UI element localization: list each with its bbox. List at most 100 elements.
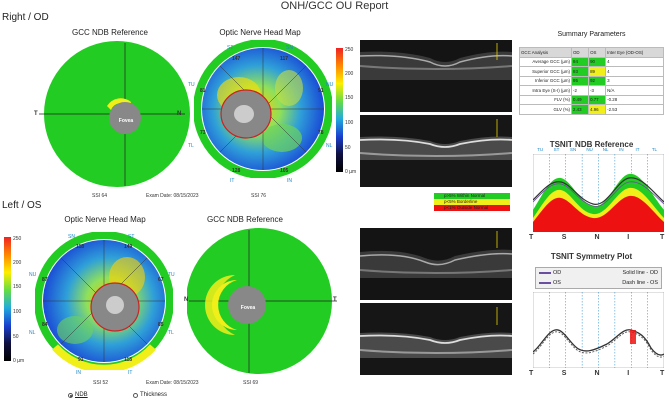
right-sector-sn-label: SN xyxy=(286,45,293,51)
left-gcc-fovea-label: Fovea xyxy=(240,305,256,311)
summary-cell: Intra Eye (S-I) (µm) xyxy=(519,85,572,96)
ndb-radio[interactable]: NDB xyxy=(68,392,88,398)
right-color-scale-bar xyxy=(336,48,343,172)
left-gcc-map xyxy=(187,228,337,374)
right-scale-tick-100: 100 xyxy=(345,120,354,126)
sym-os-line xyxy=(533,331,664,358)
ndb-od-line xyxy=(533,177,664,205)
ndb-legend-normal: p>5% Within Normal xyxy=(434,193,510,199)
right-scale-tick-50: 50 xyxy=(345,145,351,151)
right-oct-scan-top xyxy=(360,40,512,112)
ndb-radio-label: NDB xyxy=(75,392,88,398)
left-onh-borderline-arc xyxy=(52,344,156,370)
left-sector-nl-value: 84 xyxy=(42,322,48,328)
tsnit-ndb-chart xyxy=(533,154,664,232)
summary-table: GCC Analysis OD OS Inter Eye (OD-OS) Average… xyxy=(519,47,664,115)
left-onh-ssi: SSI 52 xyxy=(93,380,109,386)
left-sector-in-label: IN xyxy=(76,370,81,376)
summary-row: Superior GCC (µm) 93 89 4 xyxy=(519,66,664,77)
left-sector-nu-value: 87 xyxy=(42,277,48,283)
sym-legend-solid-note: Solid line - OD xyxy=(622,270,658,276)
thickness-radio-label: Thickness xyxy=(140,392,168,398)
left-color-scale-bar xyxy=(4,237,11,361)
ndb-os-line xyxy=(533,181,664,207)
summary-cell: 3 xyxy=(605,75,664,86)
right-scale-tick-200: 200 xyxy=(345,71,354,77)
summary-cell: Average GCC (µm) xyxy=(519,56,572,67)
right-gcc-axis-n: N xyxy=(177,111,182,117)
right-oct-scan-bottom xyxy=(360,115,512,187)
right-scale-tick-150: 150 xyxy=(345,95,354,101)
sym-legend-os-swatch xyxy=(539,282,551,284)
ndb-legend-borderline-label: p<5% Borderline xyxy=(444,199,478,204)
left-sector-tu-value: 67 xyxy=(158,277,164,283)
left-sector-nl-label: NL xyxy=(29,330,36,336)
summary-cell: -2 xyxy=(570,85,590,96)
left-sector-tl-value: 85 xyxy=(158,322,164,328)
summary-cell: 0.77 xyxy=(588,94,607,105)
right-sector-tu-value: 81 xyxy=(200,88,206,94)
sym-legend-os-label: OS xyxy=(553,280,561,286)
left-sector-it-label: IT xyxy=(128,370,133,376)
tsnit-axis-label: T xyxy=(529,234,534,241)
left-gcc-ssi: SSI 69 xyxy=(243,380,259,386)
right-sector-it-label: IT xyxy=(230,178,235,184)
left-sector-sn-value: 118 xyxy=(76,244,85,250)
summary-cell: 93 xyxy=(570,66,590,77)
tsnit-axis-label: ST xyxy=(553,147,560,152)
sym-outside-marker xyxy=(630,330,636,344)
summary-cell: -0.28 xyxy=(605,94,664,105)
summary-cell: -2.53 xyxy=(605,104,664,115)
tsnit-axis-label: SN xyxy=(569,147,577,152)
summary-cell: 0.49 xyxy=(570,94,590,105)
thickness-radio-dot[interactable] xyxy=(133,392,138,398)
right-gcc-title: GCC NDB Reference xyxy=(71,28,149,37)
left-sector-st-value: 149 xyxy=(124,244,133,250)
right-section-label: Right / OD xyxy=(2,12,49,23)
tsnit-axis-label: S xyxy=(561,370,567,377)
right-sector-tl-value: 73 xyxy=(200,130,206,136)
tsnit-axis-label: TU xyxy=(537,147,544,152)
tsnit-axis-label: T xyxy=(660,370,665,377)
left-onh-map xyxy=(35,232,173,370)
tsnit-axis-label: T xyxy=(660,234,665,241)
right-sector-sn-value: 117 xyxy=(280,56,289,62)
left-gcc-axis-t: T xyxy=(333,297,337,303)
ndb-outside-band xyxy=(533,195,664,232)
left-sector-in-value: 91 xyxy=(78,357,84,363)
sym-legend: OD OS Solid line - OD Dash line - OS xyxy=(535,267,662,289)
left-sector-st-label: ST xyxy=(128,234,135,240)
right-sector-nl-value: 78 xyxy=(318,130,324,136)
summary-cell: -3 xyxy=(588,85,607,96)
sym-legend-dash-note: Dash line - OS xyxy=(622,280,658,286)
tsnit-axis-label: S xyxy=(561,234,567,241)
summary-header-cell: OD xyxy=(570,47,590,58)
summary-header-cell: GCC Analysis xyxy=(519,47,572,58)
tsnit-axis-label: IT xyxy=(635,147,640,152)
left-sector-sn-label: SN xyxy=(68,234,75,240)
left-onh-title: Optic Nerve Head Map xyxy=(64,215,146,224)
right-sector-tu-label: TU xyxy=(188,82,195,88)
summary-cell: N/A xyxy=(605,85,664,96)
tsnit-axis-label: TL xyxy=(651,147,658,152)
ndb-radio-dot[interactable] xyxy=(68,392,73,398)
tsnit-axis-label: N xyxy=(594,234,600,241)
summary-cell: 95 xyxy=(570,75,590,86)
sym-legend-od-swatch xyxy=(539,272,551,274)
tsnit-ndb-top-labels: TU ST SN NU NL IN IT TL xyxy=(533,147,664,154)
tsnit-axis-label: NU xyxy=(586,147,593,152)
right-gcc-axis-t: T xyxy=(34,111,38,117)
tsnit-axis-label: I xyxy=(627,234,630,241)
right-exam-date: Exam Date: 08/15/2023 xyxy=(146,193,199,199)
right-onh-title: Optic Nerve Head Map xyxy=(219,28,301,37)
summary-cell: 90 xyxy=(588,56,607,67)
right-sector-tl-label: TL xyxy=(188,143,194,149)
summary-row: Inferior GCC (µm) 95 92 3 xyxy=(519,75,664,86)
tsnit-axis-label: I xyxy=(627,370,630,377)
right-gcc-ssi: SSI 64 xyxy=(92,193,108,199)
summary-cell: 4.96 xyxy=(588,104,607,115)
ndb-legend-borderline: p<5% Borderline xyxy=(434,199,510,205)
thickness-radio[interactable]: Thickness xyxy=(133,392,167,398)
left-scale-top: 250 xyxy=(13,236,22,242)
